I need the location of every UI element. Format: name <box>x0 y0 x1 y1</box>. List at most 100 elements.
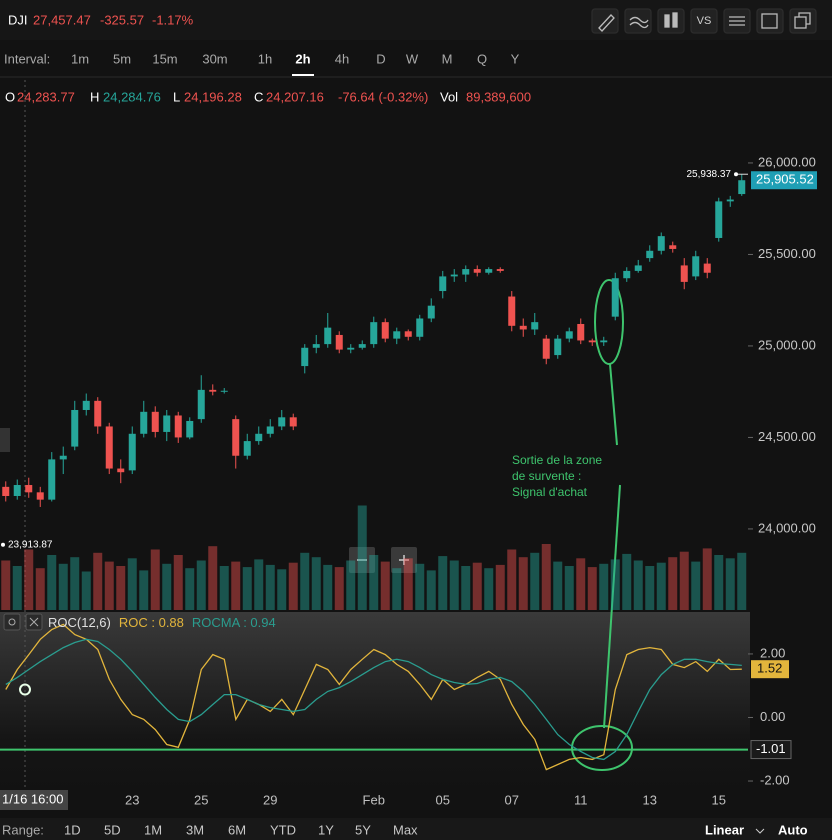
candle-body <box>680 265 688 282</box>
icon-fullscreen[interactable] <box>756 8 784 34</box>
candle-body <box>542 338 550 359</box>
volume-bar <box>369 555 379 610</box>
range-option[interactable]: 1M <box>144 822 162 837</box>
interval-option[interactable]: Y <box>511 51 520 66</box>
change-pct: -1.17% <box>152 12 194 27</box>
volume-bar <box>323 564 333 610</box>
candle-body <box>13 485 21 496</box>
series-line <box>5 638 742 761</box>
low-marker-dot <box>1 542 5 547</box>
volume-bar <box>242 567 252 610</box>
candle-body <box>25 485 33 493</box>
volume-bar <box>553 561 563 610</box>
range-option[interactable]: 3M <box>186 822 204 837</box>
interval-option[interactable]: D <box>376 51 385 66</box>
candle-body <box>462 269 470 275</box>
roc-legend: ROC(12,6) ROC0.88 ROCMA0.94 <box>48 613 276 631</box>
volume-bar <box>576 558 586 610</box>
candle-body <box>439 276 447 292</box>
volume-bar <box>47 555 57 610</box>
ohlc-label: C <box>254 89 263 104</box>
volume-bar <box>668 557 678 610</box>
annotation-line: Signal d'achat <box>512 485 588 499</box>
y-tick-label: 26,000.00 <box>758 154 816 169</box>
range-option[interactable]: 1Y <box>318 822 334 837</box>
x-tick-label: 15 <box>712 792 726 807</box>
volume-bar <box>461 566 471 610</box>
candle-body <box>715 201 723 238</box>
volume-bar <box>104 561 114 610</box>
interval-option[interactable]: 1m <box>71 51 89 66</box>
volume-bar <box>288 562 298 610</box>
icon-compare[interactable] <box>690 8 718 34</box>
volume-bar <box>81 571 91 610</box>
volume-bar <box>116 566 126 610</box>
last-price-tag <box>751 171 817 190</box>
change: -325.57 <box>100 12 144 27</box>
volume-bar <box>691 561 701 610</box>
volume-bar <box>185 568 195 610</box>
volume-bar <box>254 559 264 610</box>
candle-body <box>36 492 44 500</box>
last-price-label: 25,905.52 <box>756 172 814 187</box>
interval-option[interactable]: 5m <box>113 51 131 66</box>
scale-option[interactable]: Linear <box>705 822 744 837</box>
range-option[interactable]: YTD <box>270 822 296 837</box>
candle-body <box>393 331 401 339</box>
y-tick-label: 25,500.00 <box>758 246 816 261</box>
candle-body <box>531 322 539 330</box>
zoom-in-icon <box>399 555 409 565</box>
last-value-tag <box>751 660 789 679</box>
interval-option[interactable]: W <box>406 51 419 66</box>
interval-option[interactable]: 30m <box>202 51 227 66</box>
volume-bar <box>645 566 655 610</box>
interval-option[interactable]: M <box>442 51 453 66</box>
range-option[interactable]: Max <box>393 822 418 837</box>
interval-option[interactable]: 2h <box>295 51 310 66</box>
candle-body <box>186 420 194 438</box>
candle-body <box>335 334 343 350</box>
range-option[interactable]: 5Y <box>355 822 371 837</box>
candle-body <box>82 400 90 410</box>
volume-bar <box>472 562 482 610</box>
candle-body <box>94 400 102 427</box>
volume-bar <box>484 568 494 610</box>
volume-bar <box>162 563 172 610</box>
candle-body <box>692 256 700 277</box>
candle-body <box>427 305 435 319</box>
interval-option[interactable]: 1h <box>258 51 272 66</box>
volume-bar <box>737 552 747 610</box>
range-option[interactable]: 1D <box>64 822 81 837</box>
ohlc-label: O <box>5 89 15 104</box>
x-tick-label: 25 <box>194 792 208 807</box>
candle-body <box>565 331 573 339</box>
interval-option[interactable]: 15m <box>152 51 177 66</box>
ohlc-value: 24,284.76 <box>103 89 161 104</box>
scroll-left[interactable] <box>0 428 10 452</box>
volume-bar <box>127 558 137 610</box>
y-tick-label: 24,000.00 <box>758 520 816 535</box>
candle-body <box>71 409 79 447</box>
legend-name: ROCMA <box>191 614 240 630</box>
candle-body <box>646 250 654 259</box>
interval-option[interactable]: 4h <box>335 51 349 66</box>
volume-bar <box>334 567 344 610</box>
eye-icon[interactable] <box>3 613 21 631</box>
compare-label[interactable]: VS <box>697 15 712 27</box>
range-option[interactable]: 5D <box>104 822 121 837</box>
volume-bar <box>300 552 310 610</box>
candle-body <box>657 236 665 251</box>
volume-bar <box>173 555 183 610</box>
candle-body <box>312 344 320 348</box>
scale-option[interactable]: Auto <box>778 822 808 837</box>
interval-option[interactable]: Q <box>477 51 487 66</box>
y-tick-label: -2.00 <box>760 772 790 787</box>
volume-bar <box>35 568 45 610</box>
candle-body <box>588 340 596 343</box>
icon-chart-type[interactable] <box>657 8 685 34</box>
candle-body <box>473 269 481 273</box>
volume-bar <box>219 566 229 610</box>
range-option[interactable]: 6M <box>228 822 246 837</box>
candle-body <box>59 455 67 460</box>
